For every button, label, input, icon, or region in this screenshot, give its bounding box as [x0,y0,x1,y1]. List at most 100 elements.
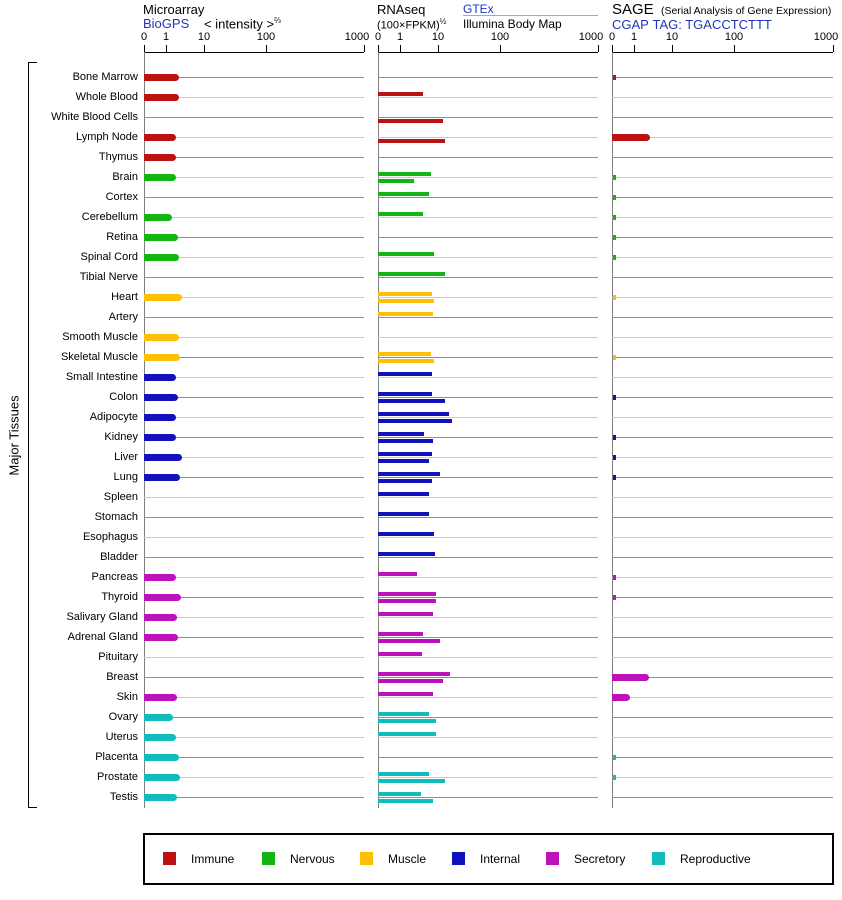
tissue-label: Pancreas [91,571,138,583]
row-baseline [378,217,598,218]
axis-tick-label: 100 [256,31,276,43]
row-baseline [144,757,364,758]
row-baseline [378,77,598,78]
microarray-bar [144,294,182,301]
tissue-label: Thyroid [101,591,138,603]
row-baseline [612,697,833,698]
row-baseline [612,777,833,778]
tissue-label: Kidney [104,431,138,443]
microarray-scale-label: < intensity >⅔ [204,16,281,31]
sage-mark [613,455,616,460]
row-baseline [612,677,833,678]
secretory-legend-label: Secretory [574,852,626,866]
tissue-label: Pituitary [98,651,138,663]
bodymap-bar [378,639,440,643]
sage-mark [613,395,616,400]
nervous-legend-swatch [262,852,275,865]
sage-bar [612,674,649,681]
axis-tick [400,45,401,52]
row-baseline [612,637,833,638]
gtex-link[interactable]: GTEx [463,2,494,16]
row-baseline [612,497,833,498]
row-baseline [378,137,598,138]
panel-edge-line [612,52,613,808]
panel-edge-line [378,52,379,808]
row-baseline [378,577,598,578]
row-baseline [144,477,364,478]
row-baseline [612,617,833,618]
row-baseline [612,597,833,598]
tissue-label: Colon [109,391,138,403]
cgap-link[interactable]: CGAP [612,17,649,32]
sage-mark [613,235,616,240]
tissue-label: Whole Blood [75,91,138,103]
microarray-bar [144,254,179,261]
tissue-label: Heart [111,291,138,303]
gtex-bar [378,772,429,776]
tissue-label: Salivary Gland [66,611,138,623]
row-baseline [144,217,364,218]
axis-tick [166,45,167,52]
bodymap-bar [378,599,436,603]
sage-mark [613,775,616,780]
row-baseline [612,477,833,478]
row-baseline [612,717,833,718]
gtex-bar [378,712,429,716]
axis-tick-label: 100 [490,31,510,43]
microarray-bar [144,454,182,461]
microarray-bar [144,754,179,761]
bodymap-bar [378,119,443,123]
row-baseline [378,797,598,798]
row-baseline [144,337,364,338]
row-baseline [378,257,598,258]
gtex-bar [378,652,422,656]
axis-tick [833,45,834,52]
tissue-label: Artery [108,311,138,323]
axis-tick-label: 0 [140,31,148,43]
microarray-bar [144,434,176,441]
rnaseq-scale-exponent: ½ [439,17,447,26]
tissue-label: Placenta [95,751,138,763]
axis-tick [612,45,613,52]
gtex-bar [378,632,423,636]
axis-tick [364,45,365,52]
row-baseline [612,337,833,338]
gtex-bar [378,492,429,496]
gtex-bar [378,172,431,176]
row-baseline [378,737,598,738]
tissue-label: Adrenal Gland [67,631,138,643]
gtex-bar [378,192,429,196]
row-baseline [612,737,833,738]
gtex-bar [378,572,417,576]
row-baseline [144,697,364,698]
tissue-label: Smooth Muscle [62,331,138,343]
sage-bar [612,694,630,701]
microarray-bar [144,774,180,781]
row-baseline [612,577,833,578]
internal-legend-swatch [452,852,465,865]
tissue-label: Bone Marrow [72,71,138,83]
microarray-scale-exponent: ⅔ [274,16,281,25]
immune-legend-swatch [163,852,176,865]
row-baseline [144,257,364,258]
microarray-title: Microarray [143,2,205,17]
axis-tick [438,45,439,52]
row-baseline [378,337,598,338]
row-baseline [612,217,833,218]
row-baseline [612,557,833,558]
row-baseline [612,417,833,418]
biogps-link[interactable]: BioGPS [143,16,190,31]
row-baseline [144,197,364,198]
rnaseq-scale-label: (100×FPKM)½ [377,17,446,32]
sage-mark [613,575,616,580]
axis-tick [378,45,379,52]
tissue-label: Brain [112,171,138,183]
axis-tick [672,45,673,52]
axis-tick [734,45,735,52]
sage-mark [613,295,616,300]
row-baseline [612,77,833,78]
row-baseline [378,697,598,698]
microarray-bar [144,234,178,241]
microarray-bar [144,394,178,401]
